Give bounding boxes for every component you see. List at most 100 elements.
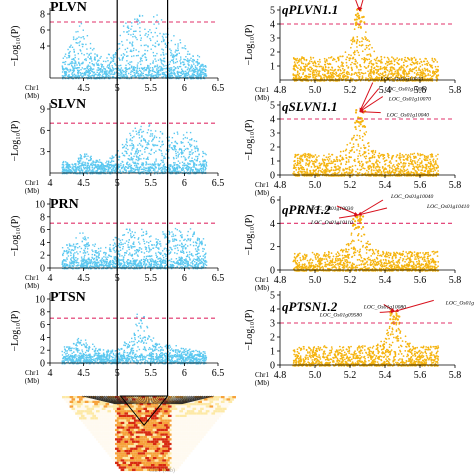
- data-point: [133, 135, 135, 138]
- data-point: [145, 147, 147, 149]
- data-point: [110, 61, 112, 63]
- data-point: [148, 262, 150, 264]
- data-point: [202, 150, 204, 153]
- data-point: [134, 237, 136, 239]
- data-point: [127, 360, 129, 362]
- data-point: [126, 163, 128, 165]
- data-point: [173, 71, 175, 74]
- data-point: [180, 56, 182, 58]
- data-point: [156, 73, 158, 75]
- data-point: [88, 167, 90, 169]
- data-point: [149, 74, 151, 76]
- data-point: [168, 149, 170, 151]
- data-point: [84, 73, 86, 75]
- data-point: [192, 73, 194, 75]
- data-point: [148, 251, 150, 253]
- data-point: [172, 350, 175, 352]
- data-point: [145, 44, 147, 46]
- data-point: [71, 265, 73, 267]
- data-point: [197, 155, 199, 158]
- data-point: [141, 168, 143, 170]
- data-point: [132, 69, 135, 71]
- data-point: [71, 357, 73, 359]
- data-point: [128, 166, 130, 168]
- data-point: [66, 169, 68, 171]
- data-point: [198, 258, 200, 260]
- data-point: [119, 69, 122, 71]
- data-point: [79, 173, 81, 175]
- data-point: [174, 43, 176, 46]
- data-point: [132, 344, 134, 347]
- data-point: [148, 71, 151, 73]
- data-point: [202, 354, 204, 356]
- data-point: [86, 265, 89, 267]
- data-point: [64, 72, 66, 74]
- data-point: [88, 74, 90, 77]
- data-point: [132, 357, 135, 359]
- data-point: [202, 155, 204, 158]
- data-point: [83, 249, 85, 251]
- data-point: [71, 257, 73, 259]
- data-point: [130, 73, 132, 76]
- data-point: [82, 258, 85, 260]
- data-point: [118, 250, 120, 253]
- data-point: [74, 67, 76, 69]
- data-point: [66, 162, 69, 164]
- data-point: [169, 266, 171, 269]
- data-point: [69, 359, 71, 361]
- data-point: [130, 71, 132, 73]
- data-point: [198, 350, 201, 353]
- data-point: [177, 244, 179, 246]
- data-point: [181, 353, 183, 356]
- data-point: [95, 252, 98, 254]
- data-point: [83, 74, 85, 76]
- data-point: [101, 66, 103, 68]
- y-tick-label: 6: [40, 26, 45, 37]
- data-point: [165, 236, 167, 238]
- data-point: [181, 263, 183, 265]
- data-point: [169, 74, 171, 76]
- data-point: [78, 44, 81, 47]
- data-point: [138, 130, 140, 132]
- data-point: [132, 67, 135, 69]
- data-point: [196, 354, 198, 357]
- data-point: [161, 265, 163, 267]
- data-point: [197, 62, 199, 64]
- data-point: [117, 150, 119, 152]
- data-point: [170, 172, 172, 175]
- data-point: [158, 140, 160, 143]
- data-point: [114, 168, 117, 171]
- data-point: [121, 152, 124, 154]
- data-point: [134, 164, 136, 167]
- data-point: [152, 139, 154, 141]
- data-point: [105, 261, 107, 263]
- data-point: [148, 348, 150, 351]
- data-point: [84, 254, 86, 257]
- data-point: [178, 153, 180, 155]
- data-point: [194, 66, 197, 69]
- data-point: [64, 61, 67, 63]
- data-point: [84, 346, 86, 348]
- data-point: [80, 157, 82, 160]
- data-point: [120, 75, 122, 78]
- data-point: [70, 262, 72, 264]
- data-point: [105, 258, 107, 261]
- data-point: [126, 55, 128, 57]
- data-point: [143, 330, 145, 332]
- data-point: [119, 246, 121, 249]
- x-tick-label: 4.5: [77, 273, 90, 284]
- data-point: [86, 167, 88, 169]
- data-point: [137, 238, 139, 240]
- data-point: [196, 67, 198, 69]
- data-point: [187, 60, 189, 63]
- data-point: [172, 61, 175, 63]
- data-point: [174, 234, 177, 237]
- data-point: [141, 339, 143, 341]
- data-point: [84, 247, 86, 250]
- data-point: [87, 56, 89, 58]
- data-point: [200, 168, 202, 170]
- data-point: [146, 132, 149, 134]
- data-point: [152, 357, 154, 359]
- data-point: [106, 359, 109, 361]
- data-point: [177, 350, 179, 353]
